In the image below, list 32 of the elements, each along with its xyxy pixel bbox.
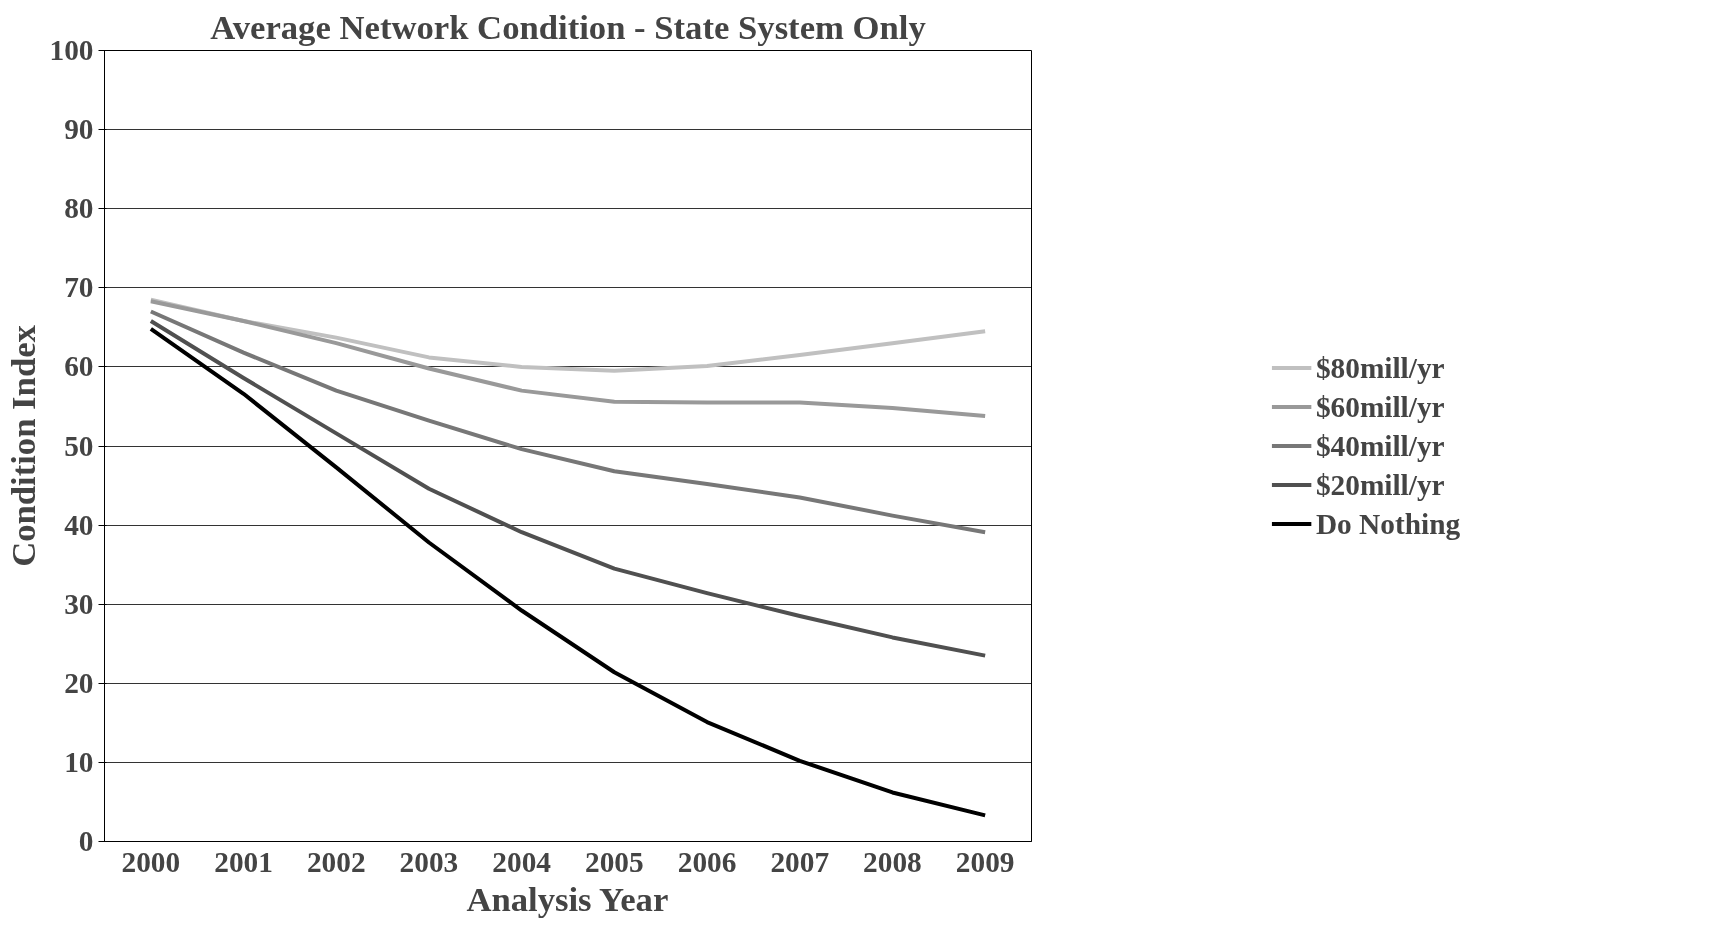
y-tick-label: 70 xyxy=(64,271,94,304)
legend-label: $40mill/yr xyxy=(1315,429,1445,462)
legend-label: $60mill/yr xyxy=(1315,390,1445,423)
x-tick-label: 2007 xyxy=(770,845,830,878)
x-tick-label: 2002 xyxy=(306,845,366,878)
y-tick-label: 90 xyxy=(64,113,94,146)
line-series xyxy=(148,299,988,418)
x-tick-label: 2008 xyxy=(863,845,922,878)
legend-label: $20mill/yr xyxy=(1315,468,1445,501)
x-tick-label: 2004 xyxy=(492,845,552,878)
chart-title: Average Network Condition - State System Only xyxy=(210,7,926,46)
y-tick-label: 100 xyxy=(49,34,94,66)
x-tick-label: 2001 xyxy=(214,845,273,878)
x-axis-title: Analysis Year xyxy=(466,879,669,918)
legend-label: Do Nothing xyxy=(1315,507,1461,540)
x-tick-label: 2005 xyxy=(585,845,644,878)
line-series xyxy=(148,309,988,535)
y-tick-label: 40 xyxy=(64,508,94,541)
y-tick-label: 60 xyxy=(64,350,94,383)
x-tick-label: 2009 xyxy=(955,845,1015,878)
y-tick-label: 80 xyxy=(64,192,94,225)
y-tick-label: 0 xyxy=(78,825,94,857)
line-series xyxy=(148,319,988,658)
x-tick-label: 2006 xyxy=(677,845,737,878)
x-tick-label: 2003 xyxy=(399,845,459,878)
y-tick-label: 20 xyxy=(64,666,94,699)
x-tick-label: 2000 xyxy=(121,845,181,878)
legend-label: $80mill/yr xyxy=(1315,351,1445,384)
y-tick-label: 10 xyxy=(64,745,94,778)
y-tick-label: 30 xyxy=(64,587,94,620)
y-axis-title: Condition Index xyxy=(3,324,42,567)
y-tick-label: 50 xyxy=(64,429,94,462)
